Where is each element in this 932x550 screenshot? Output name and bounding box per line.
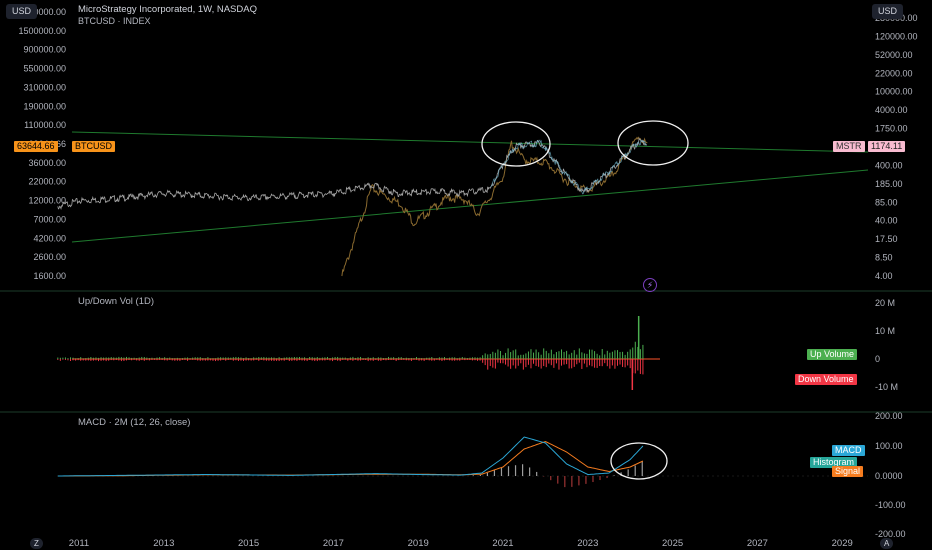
macd-line [57,436,644,477]
right-axis-tick: 4000.00 [875,105,908,115]
x-axis-year: 2025 [662,538,683,549]
x-axis-year: 2019 [408,538,429,549]
up-volume-label: Up Volume [807,349,858,360]
btc-price-tag: 63644.66 [14,141,58,152]
left-currency-button[interactable]: USD [6,4,38,19]
macd-axis-tick: 0.0000 [875,471,903,481]
right-axis-tick: 22000.00 [875,68,913,78]
right-axis-tick: 4.00 [875,271,893,281]
volume-pane-title: Up/Down Vol (1D) [78,296,155,307]
right-axis-tick: 52000.00 [875,50,913,60]
zoom-reset-button[interactable]: Z [30,538,43,549]
auto-scale-button[interactable]: A [880,538,894,549]
macd-axis-tick: 100.00 [875,441,903,451]
mstr-price-tag: 1174.11 [868,141,906,152]
btc-highlight-line [490,139,648,195]
right-axis-tick: 120000.00 [875,31,918,41]
x-axis-year: 2023 [577,538,598,549]
right-axis-tick: 10000.00 [875,87,913,97]
left-axis-tick: 900000.00 [23,45,66,55]
right-axis-tick: 1750.00 [875,124,908,134]
macd-axis-tick: -100.00 [875,500,906,510]
left-axis-tick: 190000.00 [23,101,66,111]
signal-line-label: Signal [832,466,864,477]
x-axis-year: 2013 [153,538,174,549]
left-axis-tick: 36000.00 [28,158,66,168]
left-axis-tick: 1600.00 [33,271,66,281]
down-volume-label: Down Volume [795,374,857,385]
left-axis-tick: 4200.00 [33,233,66,243]
left-axis-tick: 310000.00 [23,82,66,92]
left-axis-tick: 110000.00 [24,120,66,130]
compare-symbol-title: BTCUSD · INDEX [78,16,151,26]
right-currency-button[interactable]: USD [872,4,904,19]
left-axis-tick: 22000.00 [28,177,66,187]
macd-axis-tick: 200.00 [875,411,903,421]
left-axis-tick: 2600.00 [33,252,66,262]
right-axis-tick: 400.00 [875,160,903,170]
x-axis-year: 2027 [747,538,768,549]
macd-axis-tick: -200.00 [875,529,906,539]
macd-line-label: MACD [832,445,865,456]
x-axis-year: 2029 [832,538,853,549]
left-axis-tick: 7000.00 [33,214,66,224]
macd-signal-line [57,440,644,477]
btc-symbol-tag: BTCUSD [72,141,116,152]
right-axis-tick: 8.50 [875,253,893,263]
annotation-circle [481,121,551,167]
upper-trendline [71,131,869,153]
volume-axis-tick: 10 M [875,326,895,336]
annotation-circle [617,120,689,166]
right-axis-tick: 17.50 [875,234,898,244]
mstr-symbol-tag: MSTR [833,141,865,152]
x-axis-year: 2021 [492,538,513,549]
left-axis-tick: 2500000.00 [18,7,66,17]
annotation-circle [610,442,668,480]
left-axis-tick: 12000.00 [28,196,66,206]
lightning-alert-icon[interactable]: ⚡ [643,278,657,292]
x-axis-year: 2017 [323,538,344,549]
volume-axis-tick: 0 [875,354,880,364]
mstr-series-line [341,136,648,277]
volume-axis-tick: 20 M [875,298,895,308]
left-axis-tick: 550000.00 [23,64,66,74]
lower-trendline [71,169,869,243]
x-axis-year: 2015 [238,538,259,549]
histogram-label: Histogram [810,457,858,468]
right-axis-tick: 185.00 [875,179,903,189]
left-axis-tick: 1500000.00 [18,26,66,36]
x-axis-year: 2011 [69,538,89,549]
right-axis-tick: 40.00 [875,216,898,226]
macd-pane-title: MACD · 2M (12, 26, close) [78,417,191,428]
symbol-title: MicroStrategy Incorporated, 1W, NASDAQ [78,4,257,15]
right-axis-tick: 85.00 [875,197,898,207]
volume-axis-tick: -10 M [875,382,898,392]
